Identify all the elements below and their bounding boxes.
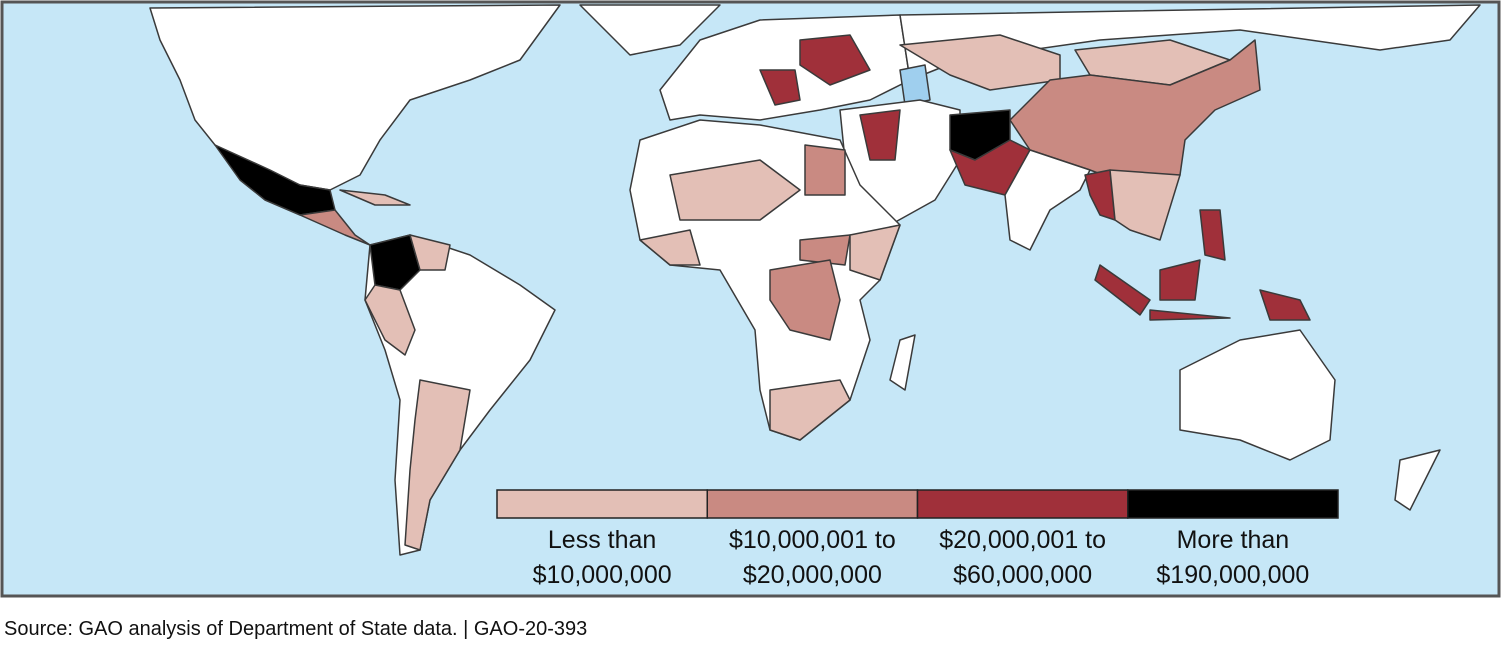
- legend-label: $10,000,000: [533, 561, 672, 589]
- country: [369, 234, 421, 291]
- legend-label: $20,000,000: [743, 561, 882, 589]
- country: [1094, 264, 1151, 316]
- country: [339, 189, 411, 206]
- country: [299, 209, 371, 246]
- greenland: [579, 4, 721, 56]
- legend-swatch: [1127, 489, 1339, 519]
- legend-label: More than: [1177, 526, 1290, 554]
- country: [759, 69, 801, 106]
- country: [849, 224, 901, 281]
- country: [769, 259, 841, 341]
- new-zealand: [1394, 449, 1441, 511]
- country: [804, 144, 846, 196]
- madagascar: [889, 334, 916, 391]
- country: [859, 109, 901, 161]
- country: [799, 234, 851, 266]
- australia: [1179, 329, 1336, 461]
- legend-label: Less than: [548, 526, 656, 554]
- country: [799, 34, 871, 86]
- country: [1084, 169, 1116, 221]
- country: [769, 379, 851, 441]
- caspian-sea: [899, 64, 931, 106]
- country: [1199, 209, 1226, 261]
- country: [364, 284, 416, 356]
- country: [1259, 289, 1311, 321]
- country: [1109, 169, 1181, 241]
- legend-label: $60,000,000: [953, 561, 1092, 589]
- legend-label: $20,000,001 to: [939, 526, 1106, 554]
- country: [1159, 259, 1201, 301]
- country: [669, 159, 801, 221]
- legend-swatch: [496, 489, 708, 519]
- legend-label: $190,000,000: [1156, 561, 1309, 589]
- legend-label: $10,000,001 to: [729, 526, 896, 554]
- source-note: Source: GAO analysis of Department of St…: [4, 618, 587, 640]
- legend-swatch: [706, 489, 919, 519]
- legend-swatch: [916, 489, 1129, 519]
- country: [639, 229, 701, 266]
- country: [409, 234, 451, 271]
- legend: Less than $10,000,000 $10,000,001 to $20,00…: [496, 489, 1339, 589]
- country: [1149, 309, 1231, 321]
- land: [149, 4, 1481, 556]
- country: [404, 379, 471, 551]
- india: [1004, 149, 1091, 251]
